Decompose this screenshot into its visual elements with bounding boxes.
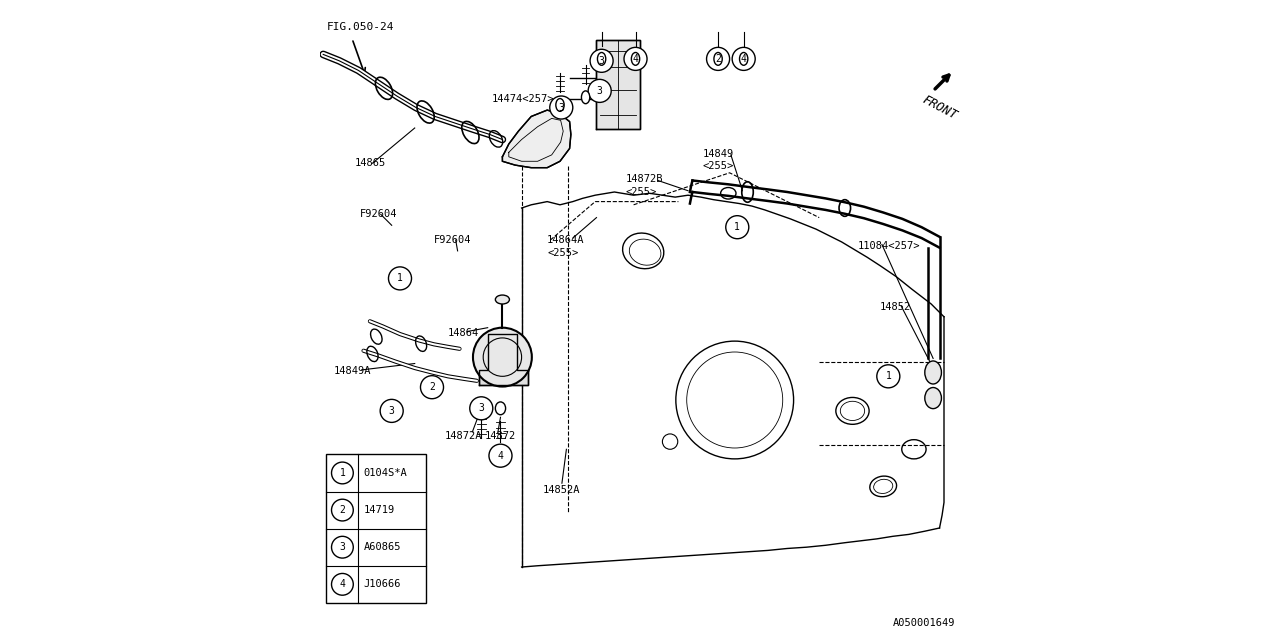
Text: 14719: 14719 [364, 505, 394, 515]
Text: 4: 4 [339, 579, 346, 589]
Text: <255>: <255> [626, 187, 657, 197]
Text: 4: 4 [741, 54, 746, 64]
Ellipse shape [631, 52, 640, 65]
Circle shape [732, 47, 755, 70]
Text: 4: 4 [498, 451, 503, 461]
Text: 14852A: 14852A [543, 484, 580, 495]
Circle shape [625, 47, 646, 70]
Text: 3: 3 [479, 403, 484, 413]
Text: 14872B: 14872B [626, 174, 663, 184]
Text: 1: 1 [339, 468, 346, 478]
Text: F92604: F92604 [434, 235, 471, 245]
Ellipse shape [476, 398, 486, 411]
Text: 1: 1 [735, 222, 740, 232]
Text: 2: 2 [339, 505, 346, 515]
Circle shape [474, 328, 532, 387]
Circle shape [877, 365, 900, 388]
Circle shape [707, 47, 730, 70]
Text: 3: 3 [389, 406, 394, 416]
Circle shape [332, 462, 353, 484]
Ellipse shape [495, 402, 506, 415]
Text: J10666: J10666 [364, 579, 401, 589]
Ellipse shape [924, 361, 942, 384]
Text: 4: 4 [632, 54, 639, 64]
Text: 14849: 14849 [703, 148, 733, 159]
Text: 11084<257>: 11084<257> [858, 241, 920, 252]
Bar [326, 454, 425, 603]
Circle shape [380, 399, 403, 422]
Text: 14849A: 14849A [334, 366, 371, 376]
Text: 3: 3 [558, 102, 564, 113]
Text: <255>: <255> [548, 248, 579, 258]
Text: FRONT: FRONT [920, 93, 960, 122]
Ellipse shape [581, 91, 590, 104]
Circle shape [420, 376, 444, 399]
Text: FIG.050-24: FIG.050-24 [326, 22, 394, 32]
Text: A60865: A60865 [364, 542, 401, 552]
Circle shape [332, 536, 353, 558]
Text: F92604: F92604 [360, 209, 397, 220]
Text: 1: 1 [886, 371, 891, 381]
Text: 0104S*A: 0104S*A [364, 468, 407, 478]
Text: 14872A: 14872A [445, 431, 483, 442]
Circle shape [590, 49, 613, 72]
Ellipse shape [598, 52, 605, 65]
Polygon shape [502, 110, 571, 168]
Circle shape [589, 79, 612, 102]
Polygon shape [479, 334, 529, 385]
Ellipse shape [495, 295, 509, 304]
Text: 14865: 14865 [356, 158, 387, 168]
Ellipse shape [740, 52, 748, 65]
Circle shape [332, 499, 353, 521]
Text: 2: 2 [429, 382, 435, 392]
Circle shape [470, 397, 493, 420]
Circle shape [550, 96, 573, 119]
Text: 3: 3 [599, 56, 604, 66]
Text: 3: 3 [596, 86, 603, 96]
Circle shape [726, 216, 749, 239]
Circle shape [332, 573, 353, 595]
Text: 1: 1 [397, 273, 403, 284]
Text: 14852: 14852 [881, 302, 911, 312]
Text: 14872: 14872 [485, 431, 516, 442]
Ellipse shape [714, 52, 722, 65]
Text: 3: 3 [339, 542, 346, 552]
Ellipse shape [556, 99, 564, 111]
Polygon shape [596, 40, 640, 129]
Text: <255>: <255> [703, 161, 733, 172]
Text: 14864A: 14864A [548, 235, 585, 245]
Text: A050001649: A050001649 [892, 618, 955, 628]
Circle shape [489, 444, 512, 467]
Text: 2: 2 [716, 54, 721, 64]
Circle shape [389, 267, 412, 290]
Ellipse shape [924, 388, 942, 409]
Text: 14474<257>: 14474<257> [492, 94, 554, 104]
Text: 14864: 14864 [448, 328, 479, 338]
